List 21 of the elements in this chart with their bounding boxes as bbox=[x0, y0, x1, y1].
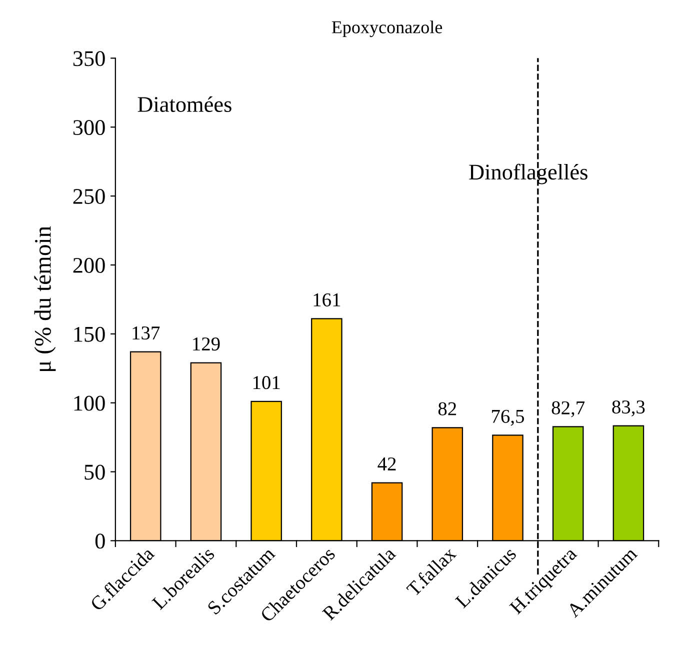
y-tick-label: 0 bbox=[95, 534, 105, 549]
annotation: Diatomées bbox=[138, 96, 232, 112]
chart-title: Epoxyconazole bbox=[332, 20, 442, 38]
y-tick-label: 250 bbox=[73, 188, 105, 204]
data-label: 82 bbox=[438, 402, 456, 416]
y-axis-title: μ (% du témoin bbox=[34, 226, 56, 372]
data-label: 42 bbox=[378, 457, 396, 470]
y-tick-label: 350 bbox=[73, 51, 105, 66]
annotation: Dinoflagellés bbox=[469, 164, 588, 184]
y-tick-label: 150 bbox=[74, 326, 105, 342]
data-label: 137 bbox=[132, 326, 160, 340]
data-label: 101 bbox=[253, 376, 280, 390]
data-label: 129 bbox=[193, 338, 220, 351]
y-tick-label: 200 bbox=[73, 258, 105, 273]
y-tick-label: 100 bbox=[74, 396, 105, 411]
data-label: 76,5 bbox=[492, 410, 524, 426]
y-tick-label: 300 bbox=[73, 120, 105, 136]
data-label: 83,3 bbox=[612, 400, 645, 416]
data-label: 161 bbox=[314, 293, 340, 306]
y-tick-label: 50 bbox=[84, 464, 105, 480]
data-label: 82,7 bbox=[552, 401, 585, 418]
